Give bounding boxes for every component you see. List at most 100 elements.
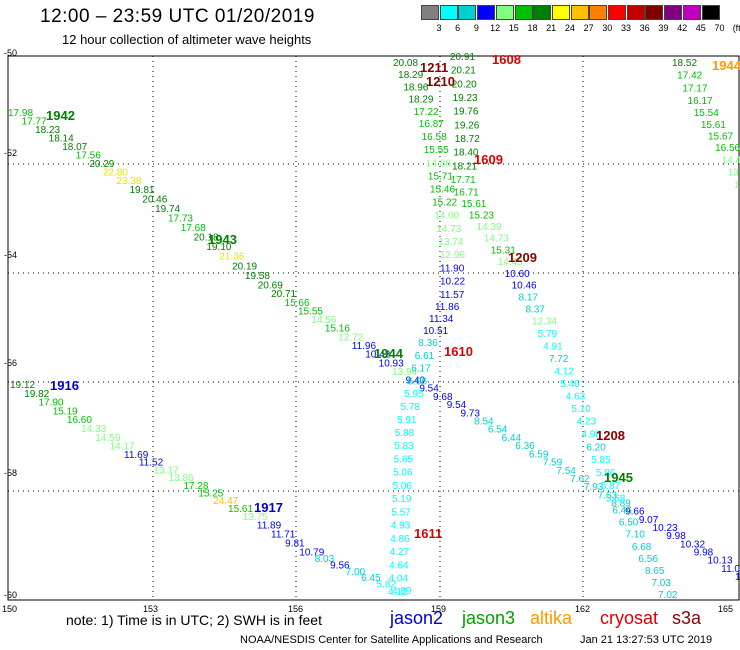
lon-tick-label: 162 [575,604,590,614]
wave-height-label: 16.71 [454,188,479,199]
wave-height-label: 5.78 [401,402,421,413]
wave-height-label: 5.79 [538,329,558,340]
wave-height-label: 20.19 [232,261,257,272]
wave-height-label: 5.82 [377,580,397,591]
wave-height-label: 14.73 [484,233,509,244]
wave-height-label: 5.10 [571,404,591,415]
wave-height-label: 6.68 [632,542,652,553]
wave-height-label: 18.07 [62,142,87,153]
wave-height-label: 20.71 [271,289,296,300]
wave-height-label: 7.62 [570,474,590,485]
lat-tick-label: -52 [4,148,17,158]
wave-height-label: 6.06 [408,376,428,387]
scale-label: 3 [436,23,442,33]
scale-swatch [682,5,701,20]
wave-height-label: 5.88 [395,428,415,439]
wave-height-label: 15.66 [285,298,310,309]
wave-height-label: 5.57 [391,507,411,518]
wave-height-label: 5.68 [606,494,626,505]
wave-height-label: 4.98 [582,429,602,440]
wave-height-label: 14.73 [436,224,461,235]
wave-height-label: 7.00 [346,567,366,578]
scale-label: 9 [473,23,479,33]
wave-height-label: 5.85 [591,455,611,466]
wave-height-label: 10.22 [440,277,465,288]
wave-height-label: 17.73 [168,214,193,225]
wave-height-label: 17.17 [682,83,707,94]
wave-height-label: 13.86 [169,473,194,484]
wave-height-label: 4.12 [554,366,574,377]
wave-height-label: 11.58 [735,572,740,583]
wave-height-label: 9.66 [625,507,645,518]
wave-height-label: 7.02 [658,590,678,601]
wave-height-label: 17.42 [677,71,702,82]
wave-height-label: 8.54 [474,416,494,427]
scale-label: 36 [639,23,650,33]
wave-height-label: 16.17 [688,96,713,107]
wave-height-label: 15.61 [461,199,486,210]
wave-height-label: 6.20 [586,442,606,453]
wave-height-label: 9.68 [433,392,453,403]
wave-height-label: 19.58 [245,271,270,282]
wave-height-label: 15.71 [428,171,453,182]
wave-height-label: 16.87 [419,119,444,130]
wave-height-label: 4.23 [577,417,597,428]
lon-tick-label: 156 [288,604,303,614]
scale-label: (ft) [732,23,740,33]
wave-height-label: 7.59 [543,458,563,469]
wave-height-label: 14.86 [426,158,451,169]
wave-height-label: 14.45 [498,257,523,268]
wave-height-label: 21.36 [219,252,244,263]
wave-height-label: 9.54 [419,384,439,395]
wave-height-label: 20.18 [194,233,219,244]
wave-height-label: 7.63 [598,490,618,501]
wave-height-label: 6.46 [612,506,632,517]
wave-height-label: 14.56 [311,315,336,326]
wave-height-label: 4.89 [392,586,412,597]
wave-height-label: 9.81 [285,539,305,550]
wave-height-label: 15.55 [424,145,449,156]
wave-height-label: 5.91 [397,415,417,426]
lon-tick-label: 159 [431,604,446,614]
scale-swatch [589,5,608,20]
wave-height-label: 14.17 [110,442,135,453]
wave-height-label: 11.89 [257,521,282,532]
scale-label: 30 [602,23,613,33]
scale-swatch [701,5,720,20]
wave-height-label: 10.79 [299,548,324,559]
wave-height-label: 4.64 [389,560,409,571]
scale-label: 39 [658,23,669,33]
wave-height-label: 12 [734,180,740,191]
wave-height-label: 18.40 [453,148,478,159]
pass-time-tag: 1942 [46,108,75,123]
wave-height-label: 20.08 [393,58,418,69]
wave-height-label: 20.69 [258,280,283,291]
scale-label: 24 [564,23,575,33]
wave-height-label: 4.93 [391,521,411,532]
wave-height-label: 10.51 [423,326,448,337]
wave-height-label: 7.72 [549,354,569,365]
wave-height-label: 19.76 [453,107,478,118]
wave-height-label: 15.67 [708,132,733,143]
wave-height-label: 7.10 [625,530,645,541]
wave-height-label: 5.87 [601,481,621,492]
wave-height-label: 15.55 [298,306,323,317]
pass-time-tag: 1209 [508,250,537,265]
wave-height-label: 15.61 [228,504,253,515]
wave-height-label: 14.59 [95,433,120,444]
wave-height-label: 5.95 [404,389,424,400]
wave-height-label: 12.34 [532,316,557,327]
legend-jason2: jason2 [390,608,444,628]
wave-height-label: 6.61 [415,351,435,362]
page-subtitle: 12 hour collection of altimeter wave hei… [62,32,312,47]
wave-height-label: 5.19 [392,494,412,505]
scale-swatch [533,5,552,20]
wave-height-label: 6.17 [411,364,431,375]
lon-tick-label: 150 [2,604,17,614]
scale-swatch [514,5,533,20]
wave-height-label: 11.57 [440,290,465,301]
pass-time-tag: 1944 [374,346,404,361]
wave-height-label: 11.01 [721,564,740,575]
